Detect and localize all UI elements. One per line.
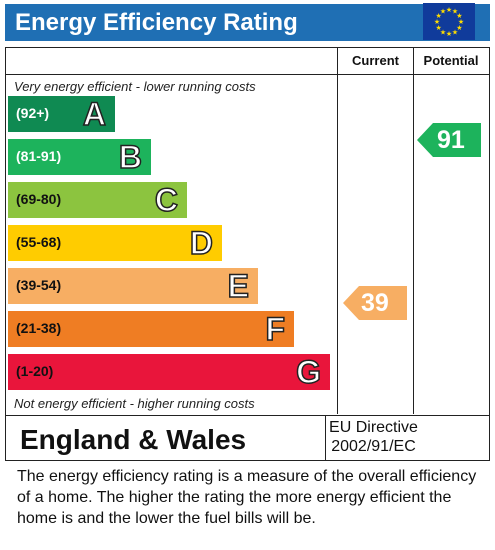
flag-star: ★	[446, 30, 452, 38]
band-c: (69-80) C	[8, 182, 187, 218]
band-letter: D	[189, 225, 214, 261]
flag-star: ★	[458, 18, 464, 26]
column-divider	[413, 47, 414, 414]
band-letter: E	[227, 268, 250, 304]
band-f: (21-38) F	[8, 311, 294, 347]
footer: England & Wales EU Directive 2002/91/EC	[5, 415, 490, 461]
band-letter: G	[295, 354, 321, 390]
band-letter: B	[118, 139, 143, 175]
footer-divider	[325, 416, 326, 460]
flag-star: ★	[452, 8, 458, 16]
flag-star: ★	[446, 6, 452, 14]
band-range-label: (55-68)	[16, 234, 62, 250]
band-d: (55-68) D	[8, 225, 222, 261]
band-letter: C	[154, 182, 179, 218]
current-column-header: Current	[352, 53, 399, 68]
band-letter: F	[265, 311, 286, 347]
band-letter: A	[82, 96, 107, 132]
directive-line-2: 2002/91/EC	[331, 438, 416, 455]
band-range-label: (81-91)	[16, 148, 62, 164]
description-text: The energy efficiency rating is a measur…	[17, 468, 477, 527]
potential-column-header: Potential	[423, 53, 479, 68]
column-divider	[337, 47, 338, 414]
chart-header: Energy Efficiency Rating	[5, 4, 490, 41]
potential-rating-value: 91	[437, 126, 465, 154]
chart-title: Energy Efficiency Rating	[15, 9, 298, 36]
flag-star: ★	[440, 8, 446, 16]
header-divider	[5, 74, 489, 75]
flag-star: ★	[456, 24, 462, 32]
current-rating-arrow	[343, 286, 407, 320]
band-range-label: (69-80)	[16, 191, 62, 207]
top-note: Very energy efficient - lower running co…	[14, 79, 256, 94]
band-e: (39-54) E	[8, 268, 258, 304]
band-range-label: (21-38)	[16, 320, 62, 336]
current-rating-value: 39	[361, 289, 389, 317]
region-label: England & Wales	[20, 424, 247, 455]
flag-star: ★	[456, 12, 462, 20]
eu-flag-icon: ★ ★ ★ ★ ★ ★ ★ ★ ★ ★ ★ ★	[423, 3, 475, 40]
flag-star: ★	[452, 28, 458, 36]
band-range-label: (92+)	[16, 105, 50, 121]
band-range-label: (39-54)	[16, 277, 62, 293]
flag-star: ★	[440, 28, 446, 36]
band-g: (1-20) G	[8, 354, 330, 390]
directive-line-1: EU Directive	[329, 419, 418, 436]
band-range-label: (1-20)	[16, 363, 54, 379]
current-rating-marker: 39	[343, 286, 407, 320]
band-a: (92+) A	[8, 96, 115, 132]
flag-star: ★	[434, 18, 440, 26]
potential-rating-marker: 91	[417, 123, 481, 157]
potential-rating-arrow	[417, 123, 481, 157]
bottom-note: Not energy efficient - higher running co…	[14, 396, 255, 411]
band-b: (81-91) B	[8, 139, 151, 175]
flag-star: ★	[435, 24, 441, 32]
flag-star: ★	[435, 12, 441, 20]
